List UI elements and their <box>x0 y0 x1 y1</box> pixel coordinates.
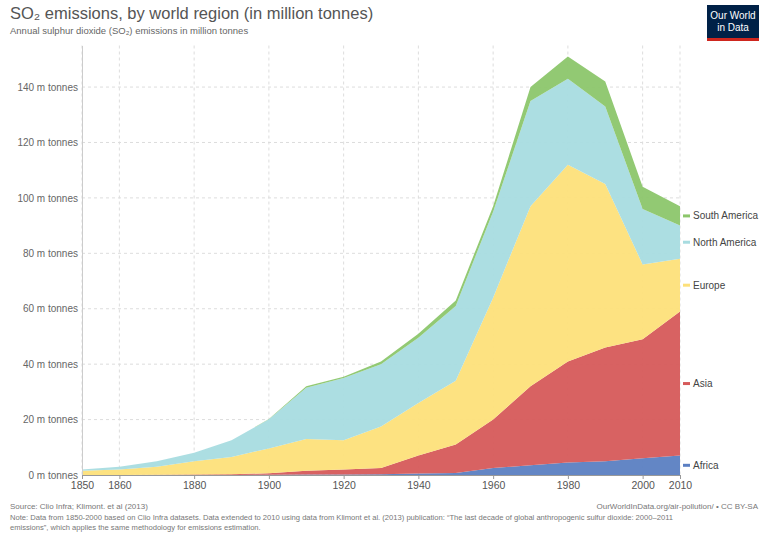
axis-line <box>82 46 83 476</box>
tick: 2000 <box>631 475 655 491</box>
grid-line <box>82 46 83 476</box>
legend-label: North America <box>693 237 757 248</box>
note: Note: Data from 1850-2000 based on Clio … <box>10 513 673 522</box>
tick-label: 80 m tonnes <box>23 248 78 259</box>
axis-line <box>83 476 681 480</box>
title: SO₂ emissions, by world region (in milli… <box>10 4 373 22</box>
tick-label: 40 m tonnes <box>23 359 78 370</box>
legend-label: Asia <box>693 378 713 389</box>
areas <box>82 57 680 475</box>
grid <box>82 46 680 476</box>
legend-swatch <box>683 382 690 385</box>
subtitle: Annual sulphur dioxide (SO₂) emissions i… <box>10 25 248 36</box>
tick-label: 2010 <box>669 479 693 491</box>
tick-mark <box>493 475 494 479</box>
tick-label: 1850 <box>71 479 95 491</box>
legend-swatch <box>683 241 690 244</box>
tick: 1860 <box>108 475 132 491</box>
tick: 60 m tonnes <box>23 303 82 314</box>
tick: 40 m tonnes <box>23 359 82 370</box>
tick-label: 1860 <box>108 479 132 491</box>
tick: 1960 <box>482 475 506 491</box>
tick-label: 20 m tonnes <box>23 414 78 425</box>
legend-label: Africa <box>693 460 719 471</box>
logo-stripe <box>707 38 759 41</box>
legend-swatch <box>683 214 690 217</box>
tick-label: 120 m tonnes <box>17 137 78 148</box>
area <box>82 79 680 471</box>
tick: 2010 <box>669 475 693 491</box>
tick: 1900 <box>258 475 282 491</box>
tick-mark <box>194 475 195 479</box>
area <box>82 57 680 470</box>
x-axis: 1850 1860 1880 1900 1920 1940 1960 1980 2000 2010 <box>71 475 693 491</box>
area <box>82 165 680 475</box>
tick-mark <box>568 475 569 479</box>
logo-text: in Data <box>717 22 749 33</box>
tick-label: 1880 <box>183 479 207 491</box>
tick: 100 m tonnes <box>17 193 82 204</box>
tick-label: 1980 <box>557 479 581 491</box>
tick: 1940 <box>407 475 431 491</box>
legend: South America North America Europe Asia Afri… <box>683 210 758 470</box>
legend-label: South America <box>693 210 758 221</box>
tick: 140 m tonnes <box>17 82 82 93</box>
tick-mark <box>680 475 681 479</box>
tick-label: 1900 <box>258 479 282 491</box>
tick-mark <box>344 475 345 479</box>
legend-swatch <box>683 284 690 287</box>
tick: 1920 <box>332 475 356 491</box>
tick: 1980 <box>557 475 581 491</box>
note: emissions”, which applies the same metho… <box>10 523 261 532</box>
logo-box <box>707 5 759 41</box>
tick-label: 1960 <box>482 479 506 491</box>
tick-mark <box>269 475 270 479</box>
legend-swatch <box>683 464 690 467</box>
tick: 20 m tonnes <box>23 414 82 425</box>
tick: 80 m tonnes <box>23 248 82 259</box>
grid-line <box>268 46 269 476</box>
logo: Our Worldin Data <box>707 5 759 41</box>
tick-mark <box>82 475 83 479</box>
tick-label: 140 m tonnes <box>17 82 78 93</box>
tick-label: 1920 <box>332 479 356 491</box>
tick: 120 m tonnes <box>17 137 82 148</box>
tick-mark <box>119 475 120 479</box>
legend-label: Europe <box>693 280 726 291</box>
tick-label: 1940 <box>407 479 431 491</box>
source: Source: Clio Infra; Klimont. et al (2013… <box>10 502 148 511</box>
grid-line <box>119 46 120 476</box>
y-axis: 0 m tonnes20 m tonnes40 m tonnes60 m ton… <box>17 46 82 481</box>
tick: 1850 <box>71 475 95 491</box>
logo-text: Our World <box>710 10 755 21</box>
source-url: OurWorldInData.org/air-pollution/ • CC B… <box>596 502 758 511</box>
chart: SO₂ emissions, by world region (in milli… <box>0 0 768 542</box>
tick-label: 60 m tonnes <box>23 303 78 314</box>
tick-mark <box>643 475 644 479</box>
tick-mark <box>418 475 419 479</box>
tick: 1880 <box>183 475 207 491</box>
grid-line <box>194 46 195 476</box>
tick-label: 100 m tonnes <box>17 193 78 204</box>
tick-label: 2000 <box>631 479 655 491</box>
